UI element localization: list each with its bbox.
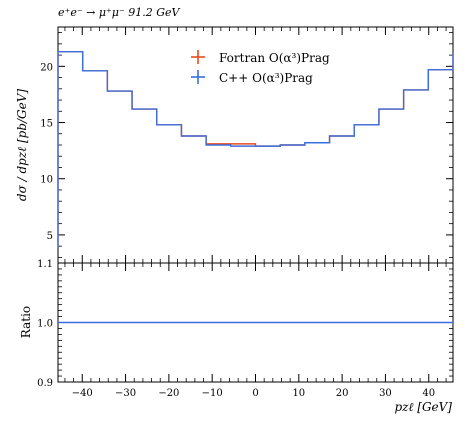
x-tick-label: 40 <box>422 388 435 399</box>
legend-item-cpp: C++ O(α³)Prag <box>191 70 313 85</box>
x-tick-label: 30 <box>379 388 392 399</box>
main-series <box>57 51 454 248</box>
x-tick-label: −30 <box>115 388 136 399</box>
legend-label-cpp: C++ O(α³)Prag <box>219 71 313 85</box>
x-axis-label: pzℓ [GeV] <box>394 400 452 414</box>
x-tick-label: 0 <box>252 388 258 399</box>
main-y-ticks: 5 10 15 20 <box>40 32 453 258</box>
main-y-tick-label: 15 <box>40 119 53 130</box>
ratio-y-axis-label: Ratio <box>19 306 33 338</box>
x-tick-label: −40 <box>72 388 93 399</box>
series-cpp-line <box>57 51 454 248</box>
ratio-y-ticks: 0.9 1.0 1.1 <box>37 259 453 389</box>
x-tick-label: −20 <box>158 388 179 399</box>
legend-item-fortran: Fortran O(α³)Prag <box>191 50 330 65</box>
ratio-x-ticks: −40 −30 −20 −10 0 10 20 30 40 <box>64 263 447 399</box>
x-tick-label: −10 <box>202 388 223 399</box>
x-tick-label: 10 <box>292 388 305 399</box>
main-y-axis-label: dσ / dpzℓ [pb/GeV] <box>15 89 29 201</box>
chart-title: e⁺e⁻ → μ⁺μ⁻ 91.2 GeV <box>58 6 181 19</box>
x-tick-label: 20 <box>336 388 349 399</box>
main-y-tick-label: 5 <box>47 231 53 242</box>
legend: Fortran O(α³)Prag C++ O(α³)Prag <box>191 50 330 85</box>
ratio-y-tick-label: 0.9 <box>37 378 53 389</box>
main-y-tick-label: 10 <box>40 175 53 186</box>
ratio-panel: 0.9 1.0 1.1 −40 −30 −20 −10 0 10 20 30 40 Ratio pz… <box>19 259 454 414</box>
legend-label-fortran: Fortran O(α³)Prag <box>219 51 330 65</box>
main-x-ticks <box>64 27 447 263</box>
ratio-y-tick-label: 1.0 <box>37 319 53 330</box>
ratio-y-tick-label: 1.1 <box>37 259 53 270</box>
main-y-tick-label: 20 <box>40 62 53 73</box>
